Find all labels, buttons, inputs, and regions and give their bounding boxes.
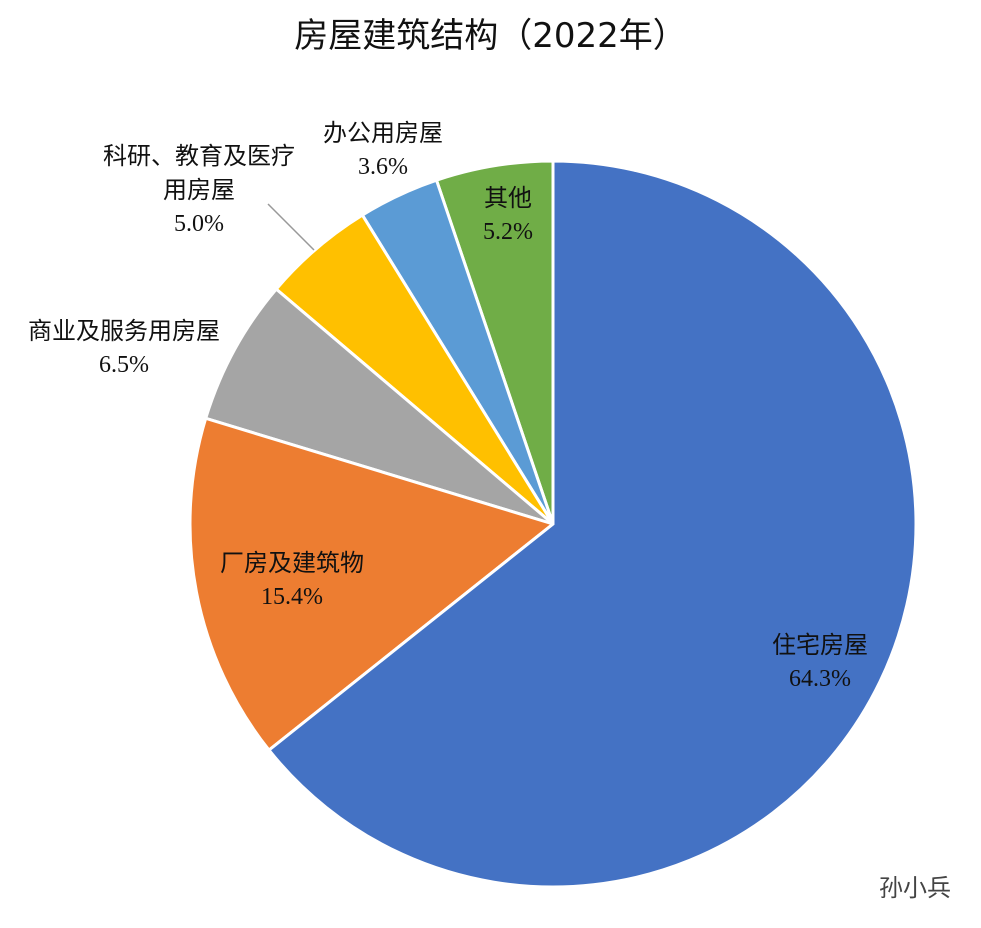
category-name: 厂房及建筑物 xyxy=(220,549,364,577)
category-name: 办公用房屋 xyxy=(323,119,443,147)
slice-label: 商业及服务用房屋 6.5% xyxy=(17,314,232,382)
slice-label: 科研、教育及医疗用房屋 5.0% xyxy=(92,139,307,241)
value-label: 15.4% xyxy=(261,584,323,610)
leader-line xyxy=(267,203,315,251)
pie-slice xyxy=(203,287,554,526)
slice-label: 办公用房屋 3.6% xyxy=(298,116,468,184)
pie-slice xyxy=(188,416,557,753)
category-name: 科研、教育及医疗用房屋 xyxy=(103,142,295,204)
slice-label: 厂房及建筑物 15.4% xyxy=(192,546,392,614)
slice-label: 住宅房屋 64.3% xyxy=(750,628,890,696)
value-label: 64.3% xyxy=(789,666,851,692)
watermark: 孙小兵 xyxy=(879,874,951,902)
value-label: 5.2% xyxy=(483,219,533,245)
chart-title: 房屋建筑结构（2022年） xyxy=(294,16,687,56)
category-name: 商业及服务用房屋 xyxy=(28,317,220,345)
slice-label: 其他 5.2% xyxy=(468,181,548,249)
pie-slice xyxy=(266,159,918,889)
category-name: 住宅房屋 xyxy=(772,631,868,659)
value-label: 5.0% xyxy=(174,211,224,237)
value-label: 6.5% xyxy=(99,352,149,378)
value-label: 3.6% xyxy=(358,154,408,180)
category-name: 其他 xyxy=(484,184,532,212)
